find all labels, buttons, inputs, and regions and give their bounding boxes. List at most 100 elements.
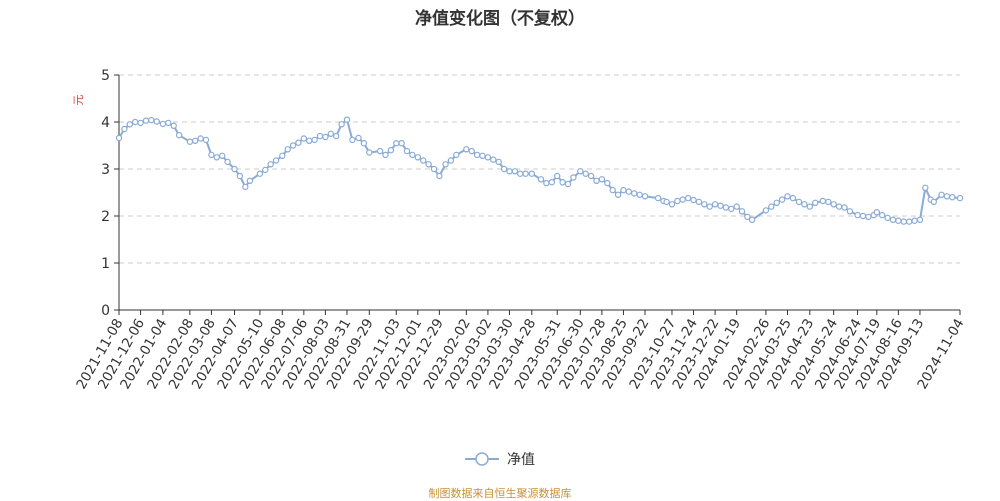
x-tick-label: 2024-04-23: [764, 316, 817, 392]
data-point: [879, 211, 886, 219]
data-point: [186, 138, 194, 145]
data-point: [202, 136, 210, 144]
data-point: [316, 132, 324, 140]
x-tick-label: 2023-05-31: [512, 316, 565, 392]
x-tick-label: 2024-11-04: [914, 316, 967, 392]
data-point: [479, 152, 486, 159]
data-point: [490, 156, 497, 163]
data-point: [137, 119, 144, 127]
series-line-jingzhi: [118, 118, 961, 223]
x-tick-label: 2023-09-22: [599, 316, 652, 392]
data-point: [295, 139, 302, 146]
data-point: [801, 201, 808, 208]
data-point: [930, 198, 938, 206]
data-point: [795, 198, 803, 206]
data-point: [131, 118, 139, 126]
data-point: [224, 158, 231, 166]
data-point: [246, 177, 254, 184]
data-point: [376, 147, 384, 155]
data-point: [641, 193, 649, 200]
data-point: [447, 157, 455, 164]
data-point: [609, 186, 616, 194]
data-point: [943, 193, 951, 200]
data-point: [506, 168, 513, 175]
data-point: [517, 170, 524, 177]
data-point: [564, 180, 572, 188]
data-point: [859, 212, 867, 220]
data-point: [690, 196, 697, 204]
data-point: [333, 132, 340, 140]
data-point: [153, 118, 160, 125]
data-point: [660, 197, 667, 205]
data-point: [311, 136, 318, 144]
axis-labels: 012345元2021-11-082021-12-062022-01-04202…: [72, 68, 967, 392]
x-tick-label: 2024-08-16: [853, 316, 906, 392]
data-point: [338, 121, 345, 128]
data-point: [819, 197, 827, 205]
data-point: [528, 170, 536, 177]
data-point: [701, 201, 708, 208]
data-point: [938, 191, 945, 198]
x-tick-label: 2022-03-08: [166, 316, 219, 392]
data-point: [949, 193, 956, 201]
x-tick-label: 2022-05-10: [214, 316, 267, 392]
x-tick-label: 2023-12-22: [669, 316, 722, 392]
data-point: [366, 149, 373, 156]
data-point: [865, 213, 872, 221]
data-point: [495, 158, 502, 166]
data-point: [854, 211, 861, 219]
data-point: [695, 198, 703, 206]
data-point: [289, 142, 297, 149]
x-tick-label: 2023-03-02: [442, 316, 495, 392]
y-tick-label: 4: [101, 115, 110, 131]
data-point: [668, 201, 676, 208]
data-point: [625, 188, 633, 195]
data-point: [884, 214, 891, 222]
data-point: [175, 131, 183, 139]
data-point: [906, 218, 913, 225]
x-tick-label: 2023-07-28: [556, 316, 609, 392]
data-point: [789, 194, 797, 202]
y-axis-unit-label: 元: [72, 95, 85, 106]
data-point: [484, 154, 492, 161]
chart-title: 净值变化图（不复权）: [415, 9, 585, 29]
data-point: [604, 179, 611, 187]
x-tick-label: 2024-06-24: [812, 316, 865, 392]
data-point: [927, 196, 934, 203]
data-point: [733, 203, 740, 210]
data-point: [778, 196, 786, 203]
data-point: [272, 157, 280, 164]
x-tick-label: 2021-11-08: [73, 316, 126, 392]
data-point: [165, 119, 172, 127]
data-point: [231, 165, 238, 173]
data-point: [409, 151, 416, 159]
x-tick-label: 2022-06-08: [237, 316, 290, 392]
data-point: [762, 207, 770, 214]
legend[interactable]: 净值: [0, 449, 1000, 469]
data-point: [537, 176, 545, 183]
data-point: [911, 217, 918, 224]
data-point: [387, 146, 395, 154]
data-point: [267, 161, 274, 168]
data-point: [835, 203, 843, 210]
x-tick-label: 2024-07-19: [831, 316, 884, 392]
data-point: [414, 154, 421, 161]
x-tick-label: 2022-08-03: [280, 316, 333, 392]
series-layer: [115, 116, 964, 225]
data-point: [830, 201, 837, 208]
x-tick-label: 2023-03-30: [464, 316, 517, 392]
data-point: [674, 197, 681, 205]
data-point: [663, 198, 670, 206]
x-tick-label: 2023-08-25: [578, 316, 631, 392]
x-tick-label: 2024-02-26: [720, 316, 773, 392]
data-point: [463, 146, 470, 153]
data-point: [570, 174, 577, 181]
data-point: [768, 203, 775, 210]
data-point: [170, 122, 177, 130]
x-tick-label: 2022-08-31: [301, 316, 354, 392]
data-point: [511, 168, 519, 175]
data-point: [738, 208, 746, 215]
axes: [114, 74, 961, 315]
data-point: [191, 137, 199, 144]
x-tick-label: 2023-06-30: [535, 316, 588, 392]
